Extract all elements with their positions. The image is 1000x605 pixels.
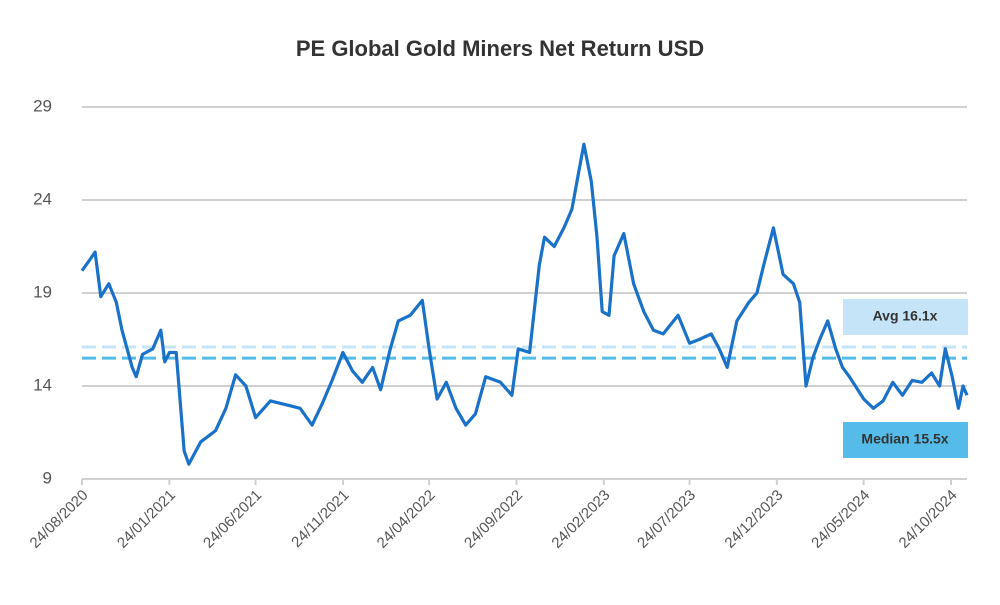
y-tick-label: 9 <box>43 468 52 487</box>
annotation-label: Avg 16.1x <box>873 308 938 324</box>
x-tick-label: 24/11/2021 <box>288 487 352 551</box>
y-tick-label: 29 <box>33 96 52 115</box>
y-tick-label: 19 <box>33 282 52 301</box>
data-line <box>80 142 969 466</box>
x-tick-label: 24/10/2024 <box>896 487 961 552</box>
x-tick-label: 24/12/2023 <box>721 487 786 552</box>
x-tick-label: 24/02/2023 <box>548 487 613 552</box>
x-tick-label: 24/07/2023 <box>634 487 699 552</box>
x-tick-label: 24/04/2022 <box>374 487 439 552</box>
y-tick-label: 14 <box>33 375 52 394</box>
x-tick-label: 24/05/2024 <box>808 487 873 552</box>
chart-title: PE Global Gold Miners Net Return USD <box>296 36 704 61</box>
y-tick-label: 24 <box>33 189 52 208</box>
x-tick-label: 24/06/2021 <box>200 487 265 552</box>
x-tick-label: 24/08/2020 <box>27 487 92 552</box>
x-tick-label: 24/01/2021 <box>114 487 179 552</box>
annotation-box <box>843 422 968 458</box>
x-tick-label: 24/09/2022 <box>461 487 526 552</box>
annotation-box <box>843 299 968 335</box>
annotation-label: Median 15.5x <box>861 431 948 447</box>
